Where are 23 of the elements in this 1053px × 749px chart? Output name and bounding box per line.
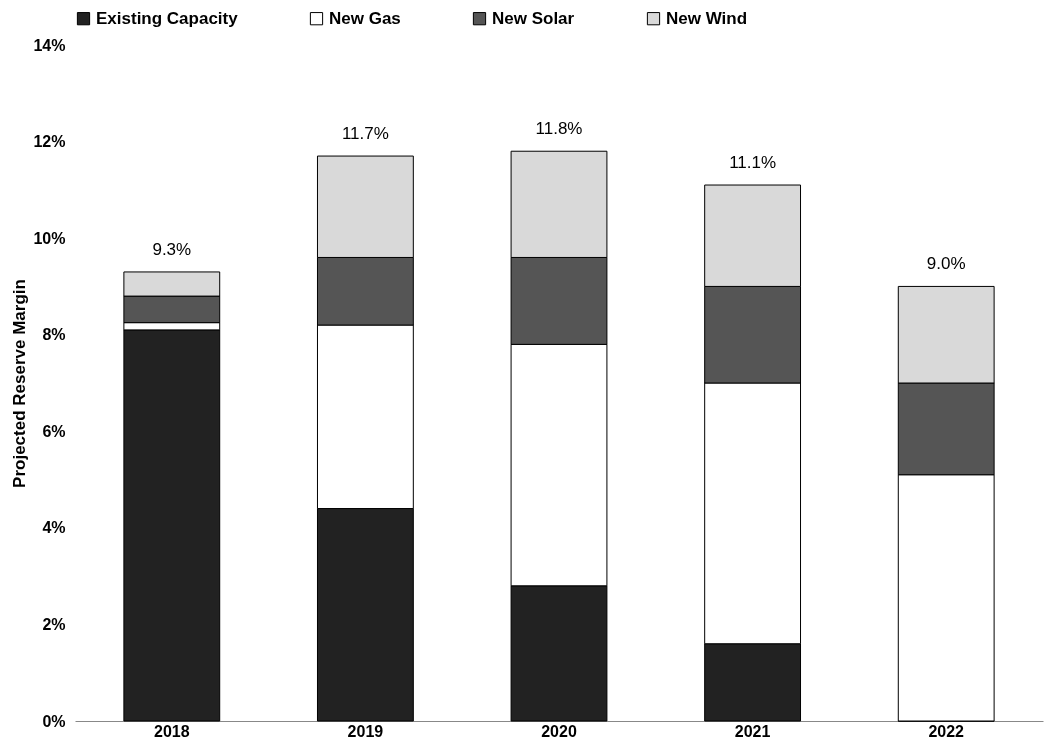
x-tick-label: 2021 (734, 722, 771, 740)
total-label: 11.1% (729, 153, 777, 173)
legend-label: New Solar (492, 8, 575, 28)
y-axis-title: Projected Reserve Margin (10, 279, 30, 488)
y-tick-label: 4% (42, 519, 66, 537)
y-tick-label: 10% (33, 229, 66, 247)
total-label: 9.0% (926, 254, 966, 274)
x-tick-label: 2020 (541, 722, 577, 740)
y-tick-label: 8% (42, 326, 66, 344)
total-label: 11.7% (341, 124, 389, 144)
total-label: 11.8% (535, 119, 583, 139)
y-tick-label: 14% (33, 36, 66, 54)
y-tick-label: 12% (33, 133, 66, 151)
y-tick-label: 0% (42, 712, 66, 730)
x-tick-label: 2018 (154, 722, 190, 740)
legend-label: New Wind (666, 8, 748, 28)
x-tick-label: 2022 (928, 722, 965, 740)
y-tick-label: 6% (42, 422, 66, 440)
legend-label: Existing Capacity (96, 8, 239, 28)
x-tick-label: 2019 (347, 722, 384, 740)
y-tick-label: 2% (42, 615, 66, 633)
total-label: 9.3% (152, 239, 192, 259)
legend-label: New Gas (329, 8, 401, 28)
